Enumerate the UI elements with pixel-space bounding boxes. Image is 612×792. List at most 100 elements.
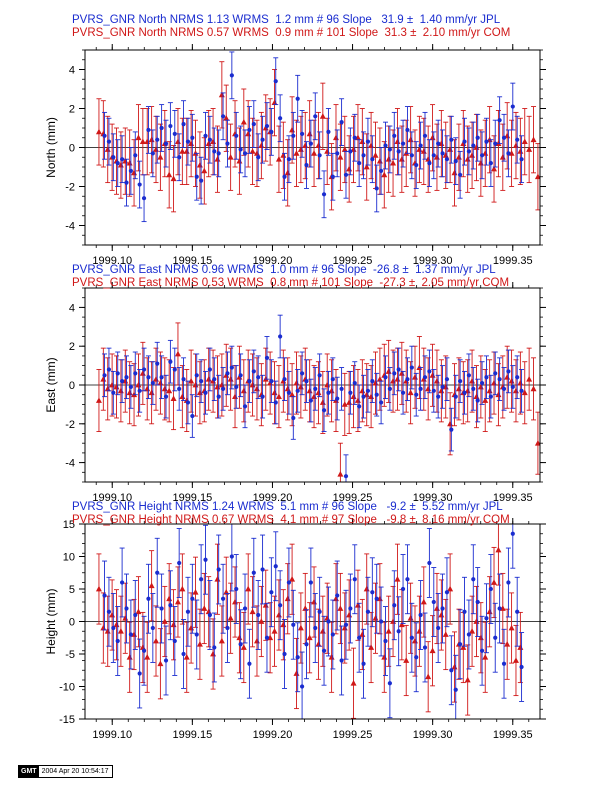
north-jpl-point	[304, 162, 309, 168]
east-jpl-point	[414, 392, 419, 397]
height-com-point	[218, 637, 225, 644]
north-com-point	[240, 118, 247, 125]
north-jpl-point	[488, 161, 493, 166]
height-com-point	[157, 660, 164, 667]
east-jpl-point	[313, 386, 318, 391]
north-jpl-point	[269, 129, 274, 134]
north-com-point	[227, 154, 234, 160]
height-com-point	[297, 624, 304, 631]
north-com-point	[491, 165, 498, 172]
height-jpl-point	[282, 651, 287, 657]
north-com-point	[398, 156, 405, 162]
north-com-point	[332, 134, 339, 141]
north-jpl-point	[247, 127, 252, 133]
height-com-point	[508, 624, 515, 631]
east-jpl-point	[396, 367, 401, 372]
north-jpl-point	[313, 114, 318, 119]
height-jpl-point	[449, 668, 454, 673]
north-jpl-point	[436, 141, 441, 146]
east-com-point	[530, 385, 537, 392]
north-jpl-point	[392, 133, 397, 138]
north-com-point	[196, 161, 203, 168]
height-com-point	[512, 657, 519, 663]
east-com-point	[109, 381, 116, 388]
height-com-point	[491, 579, 498, 585]
north-com-point	[104, 146, 111, 152]
east-jpl-point	[392, 371, 397, 376]
north-jpl-point	[357, 161, 362, 166]
north-jpl-point	[330, 174, 335, 179]
east-com-point	[271, 389, 278, 396]
east-com-point	[232, 393, 239, 400]
north-jpl-point	[146, 127, 151, 133]
north-jpl-point	[216, 151, 221, 156]
height-com-point	[403, 657, 410, 663]
height-com-point	[271, 628, 278, 634]
north-jpl-point	[414, 162, 419, 168]
east-jpl-point	[335, 396, 340, 401]
height-jpl-point	[304, 642, 309, 647]
height-jpl-point	[519, 664, 524, 670]
east-jpl-point	[510, 384, 515, 390]
north-com-point	[223, 115, 230, 121]
north-y-tick-label: -2	[65, 182, 75, 194]
height-jpl-point	[321, 648, 327, 653]
north-jpl-point	[431, 153, 436, 158]
east-jpl-point	[282, 377, 287, 382]
east-jpl-point	[431, 388, 436, 393]
east-com-point	[95, 397, 102, 403]
height-com-point	[166, 595, 173, 602]
height-jpl-point	[374, 596, 379, 601]
north-com-point	[534, 173, 540, 180]
height-jpl-point	[181, 651, 186, 657]
height-com-point	[170, 621, 177, 628]
north-com-point	[526, 146, 533, 152]
north-com-point	[385, 156, 392, 162]
east-com-point	[284, 385, 291, 392]
height-com-point	[284, 595, 291, 602]
east-jpl-point	[493, 371, 498, 376]
east-com-point	[275, 393, 282, 400]
east-jpl-point	[422, 375, 428, 380]
east-jpl-point	[462, 390, 467, 395]
north-com-point	[166, 171, 173, 178]
east-jpl-point	[427, 369, 432, 374]
north-jpl-point	[352, 135, 357, 140]
height-com-point	[407, 615, 414, 621]
east-jpl-point	[212, 377, 217, 382]
height-header-com: PVRS_GNR Height NRMS 0.67 WRMS 4.1 mm # …	[72, 514, 510, 526]
height-x-tick-label: 1999.15	[172, 729, 212, 741]
east-jpl-point	[102, 373, 107, 378]
height-com-point	[477, 634, 484, 641]
height-jpl-point	[383, 638, 388, 644]
height-jpl-point	[185, 609, 191, 614]
height-y-tick-label: 10	[63, 552, 75, 564]
height-y-tick-label: -10	[59, 682, 75, 694]
north-jpl-point	[128, 168, 133, 173]
north-com-point	[153, 146, 160, 152]
east-jpl-point	[497, 377, 502, 382]
east-jpl-point	[361, 394, 366, 399]
height-com-point	[381, 654, 388, 660]
height-jpl-point	[501, 661, 507, 666]
north-com-point	[170, 175, 177, 182]
height-jpl-point	[102, 593, 107, 598]
north-com-point	[499, 154, 506, 160]
height-jpl-point	[124, 606, 129, 611]
height-jpl-point	[150, 625, 155, 631]
north-jpl-point	[190, 135, 195, 140]
north-com-point	[447, 146, 454, 152]
east-com-point	[359, 387, 366, 394]
height-y-tick-label: -15	[59, 714, 75, 726]
north-jpl-point	[234, 133, 239, 138]
height-com-point	[346, 611, 353, 618]
north-jpl-point	[348, 149, 353, 154]
east-jpl-point	[163, 394, 169, 399]
east-x-tick-label: 1999.20	[253, 492, 293, 504]
height-com-point	[482, 654, 489, 660]
east-com-point	[319, 399, 326, 405]
height-com-point	[394, 576, 401, 582]
north-jpl-point	[199, 178, 204, 183]
north-data	[95, 51, 540, 223]
height-jpl-point	[242, 606, 248, 611]
